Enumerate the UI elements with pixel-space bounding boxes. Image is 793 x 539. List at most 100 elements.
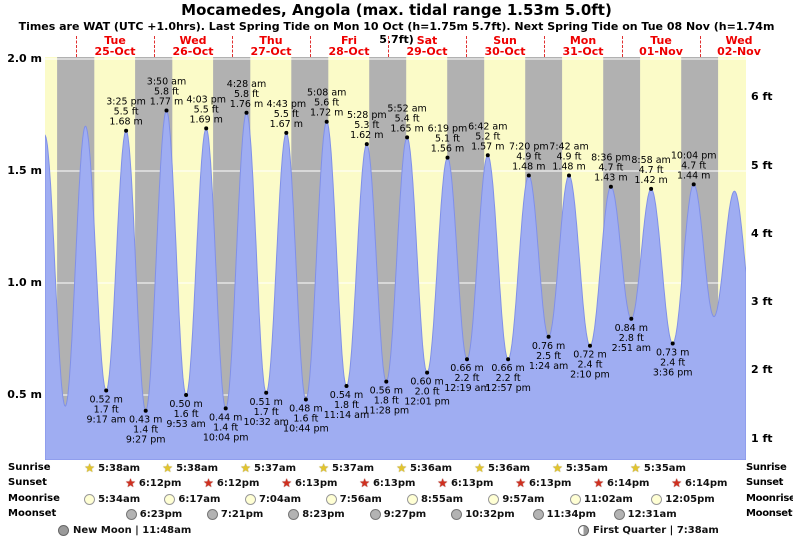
sunrise-row-label: Sunrise (8, 462, 51, 473)
sunset-star-icon: ★ (125, 476, 136, 490)
sunset-time-label: 6:12pm (138, 477, 182, 489)
sunset-star-icon: ★ (359, 476, 370, 490)
tide-extreme-dot (629, 316, 634, 321)
sunset-time-label: 6:13pm (450, 477, 494, 489)
day-boundary-line (310, 36, 311, 57)
first-quarter-entry: First Quarter | 7:38am (578, 523, 719, 537)
moonrise-row-label-right: Moonrise (746, 493, 793, 504)
moonset-icon (369, 508, 381, 520)
tide-extreme-dot (588, 343, 592, 348)
sunset-star-icon: ★ (203, 476, 214, 490)
sunset-time-label: 6:13pm (294, 477, 338, 489)
moonrise-time-label: 5:34am (98, 493, 141, 505)
day-date: 26-Oct (172, 45, 214, 58)
moonrise-time: 11:02am (569, 492, 633, 506)
moonset-time: 7:21pm (206, 507, 263, 521)
moonrise-icon (651, 493, 663, 505)
moonrise-time-label: 6:17am (178, 493, 221, 505)
day-name: Fri (340, 34, 358, 47)
day-label: Thu 27-Oct (250, 35, 291, 57)
sunset-time: ★ 6:13pm (359, 476, 415, 490)
sunset-time-label: 6:13pm (372, 477, 416, 489)
day-date: 29-Oct (406, 45, 448, 58)
tide-annotation: 3:50 am 5.8 ft 1.77 m (147, 77, 186, 108)
sunrise-star-icon: ★ (552, 461, 563, 475)
sunrise-time: ★ 5:35am (630, 461, 686, 475)
tide-extreme-dot (223, 406, 228, 411)
tide-annotation: 0.44 m 1.4 ft 10:04 pm (203, 412, 249, 443)
sunrise-star-icon: ★ (162, 461, 174, 475)
moonset-time: 9:27pm (369, 507, 426, 521)
sunset-time: ★ 6:12pm (203, 476, 259, 490)
tide-annotation: 5:08 am 5.6 ft 1.72 m (307, 88, 346, 119)
axis-label-ft: 3 ft (751, 295, 773, 309)
tide-annotation: 0.73 m 2.4 ft 3:36 pm (653, 348, 693, 379)
tide-extreme-dot (164, 108, 169, 113)
sunset-time-label: 6:14pm (607, 477, 650, 489)
moonset-time-label: 10:32pm (465, 508, 515, 520)
day-boundary-line (622, 36, 623, 57)
tide-annotation: 8:58 am 4.7 ft 1.42 m (631, 155, 670, 186)
tide-annotation: 7:20 pm 4.9 ft 1.48 m (509, 142, 549, 173)
tide-annotation: 0.60 m 2.0 ft 12:01 pm (404, 377, 450, 408)
axis-label-m: 0.5 m (7, 388, 42, 401)
tide-annotation: 7:42 am 4.9 ft 1.48 m (549, 142, 588, 173)
sunset-star-icon: ★ (437, 476, 448, 490)
tide-extreme-dot (124, 128, 129, 133)
sunset-time: ★ 6:14pm (593, 476, 649, 490)
moonrise-time-label: 11:02am (583, 493, 633, 505)
moonset-time: 8:23pm (288, 507, 345, 521)
tide-extreme-dot (485, 153, 490, 158)
tide-chart: 0.52 m 1.7 ft 9:17 am 3:25 pm 5.5 ft 1.68 m 0.… (44, 57, 747, 461)
day-label: Tue 25-Oct (94, 35, 135, 57)
sunrise-time: ★ 5:37am (240, 461, 296, 475)
tide-extreme-dot (691, 182, 696, 187)
axis-label-m: 1.0 m (7, 276, 42, 289)
tide-annotation: 5:52 am 5.4 ft 1.65 m (387, 103, 426, 134)
moonrise-icon (406, 493, 418, 505)
new-moon-icon (58, 524, 69, 536)
moonset-time: 6:23pm (125, 507, 183, 521)
tide-extreme-dot (526, 173, 531, 178)
tide-annotation: 0.56 m 1.8 ft 11:28 pm (363, 386, 409, 417)
axis-label-ft: 6 ft (751, 90, 773, 104)
moonset-time-label: 6:23pm (139, 508, 183, 520)
tide-extreme-dot (264, 390, 269, 395)
moonset-icon (288, 508, 300, 520)
tide-annotation: 0.52 m 1.7 ft 9:17 am (86, 395, 125, 426)
tide-annotation: 0.48 m 1.6 ft 10:44 pm (283, 404, 329, 435)
day-date: 01-Nov (639, 45, 683, 58)
sunset-time: ★ 6:13pm (281, 476, 337, 490)
sunset-star-icon: ★ (515, 476, 526, 490)
tide-extreme-dot (405, 135, 410, 140)
moonrise-time: 12:05pm (651, 492, 715, 506)
tide-extreme-dot (608, 184, 613, 189)
tide-extreme-dot (425, 370, 430, 375)
tide-annotation: 5:28 pm 5.3 ft 1.62 m (347, 110, 387, 141)
moonset-time: 11:34pm (532, 507, 596, 521)
tide-annotation: 3:25 pm 5.5 ft 1.68 m (106, 97, 146, 128)
new-moon-label: New Moon | 11:48am (73, 524, 192, 536)
sunrise-star-icon: ★ (318, 461, 330, 475)
day-date: 28-Oct (328, 45, 370, 58)
moonset-icon (532, 508, 544, 520)
moonrise-time-label: 12:05pm (665, 493, 715, 505)
moonset-icon (206, 508, 218, 520)
day-date: 31-Oct (562, 45, 604, 58)
day-label: Sat 29-Oct (406, 35, 447, 57)
moonrise-time-label: 7:56am (339, 493, 382, 505)
tide-annotation: 8:36 pm 4.7 ft 1.43 m (591, 153, 631, 184)
moonrise-time: 8:55am (406, 492, 463, 506)
moonset-icon (613, 508, 625, 520)
tide-extreme-dot (670, 341, 675, 346)
tide-annotation: 0.72 m 2.4 ft 2:10 pm (570, 350, 610, 381)
tide-annotation: 0.50 m 1.6 ft 9:53 am (166, 399, 205, 430)
axis-label-ft: 1 ft (751, 431, 773, 445)
sunset-star-icon: ★ (281, 476, 292, 490)
moonrise-icon (164, 493, 176, 505)
tide-annotation: 6:19 pm 5.1 ft 1.56 m (428, 124, 468, 155)
sunrise-time-label: 5:37am (254, 462, 297, 474)
tide-annotation: 6:42 am 5.2 ft 1.57 m (468, 121, 507, 152)
moonrise-icon (325, 493, 337, 505)
sunrise-star-icon: ★ (396, 461, 407, 475)
